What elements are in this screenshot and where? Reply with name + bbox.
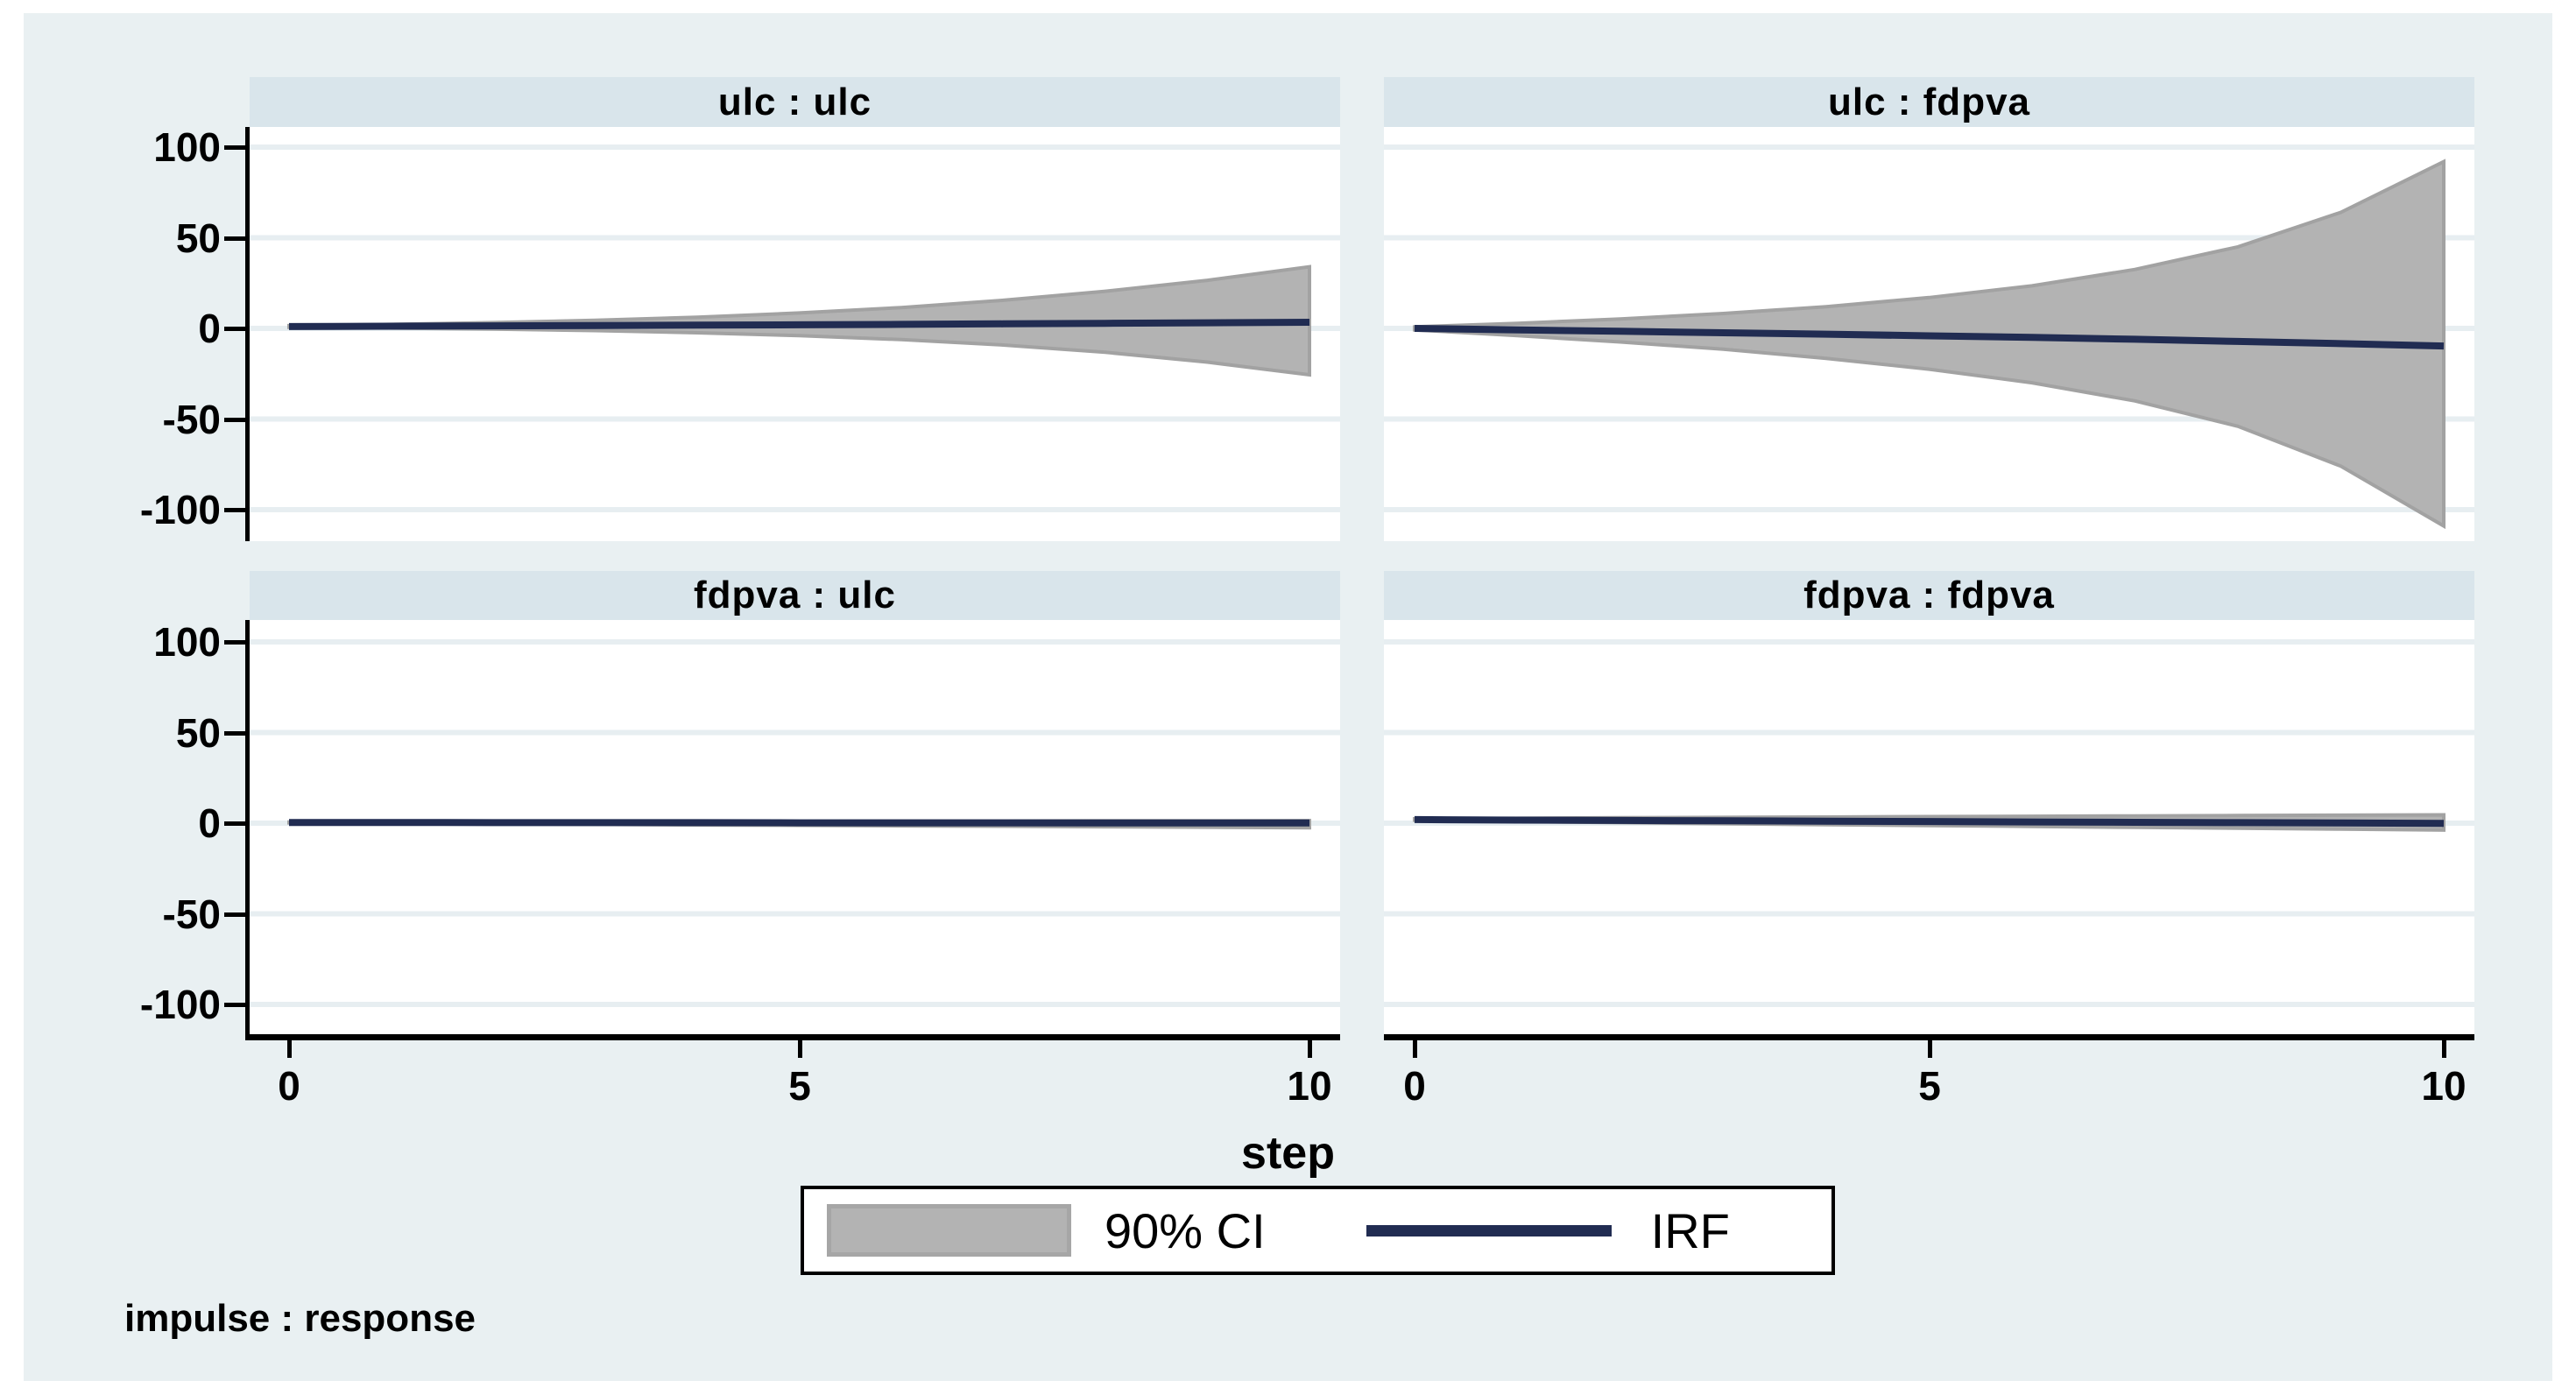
y-axis-line-top-row: [245, 127, 250, 541]
plot-area-ulc-ulc: [250, 127, 1340, 541]
x-tick-label: 0: [1403, 1063, 1426, 1109]
irf-line: [289, 819, 1309, 827]
legend-box: 90% CI IRF: [801, 1186, 1835, 1275]
panel-title-ulc-fdpva: ulc : fdpva: [1827, 80, 2031, 123]
panel-title-band-fdpva-ulc: fdpva : ulc: [250, 571, 1340, 620]
y-tick-mark: [224, 731, 245, 736]
panel-svg: [1384, 144, 2474, 530]
y-tick-mark: [224, 236, 245, 241]
panel-svg: [250, 639, 1340, 1007]
x-tick-mark: [2442, 1040, 2446, 1058]
irf-line: [1414, 325, 2445, 350]
y-tick-label: 100: [153, 619, 221, 665]
x-axis-line-right-panel: [1384, 1034, 2474, 1040]
ci-band: [1413, 159, 2445, 530]
legend-irf-label: IRF: [1650, 1202, 1730, 1258]
x-tick-label: 5: [788, 1063, 811, 1109]
y-tick-label: 100: [153, 124, 221, 170]
legend-ci-label: 90% CI: [1105, 1202, 1266, 1258]
caption-impulse-response: impulse : response: [124, 1297, 476, 1340]
x-tick-label: 10: [2421, 1063, 2467, 1109]
plot-area-fdpva-fdpva: [1384, 620, 2474, 1034]
x-tick-label: 10: [1287, 1063, 1332, 1109]
panel-title-fdpva-fdpva: fdpva : fdpva: [1803, 574, 2055, 616]
panel-title-fdpva-ulc: fdpva : ulc: [693, 574, 897, 616]
panel-svg: [250, 144, 1340, 512]
panel-svg: [1384, 639, 2474, 1007]
y-tick-mark: [224, 821, 245, 826]
y-tick-mark: [224, 418, 245, 422]
irf-line: [288, 319, 1310, 330]
y-tick-label: -100: [139, 982, 221, 1027]
irf-line: [1414, 815, 2445, 828]
x-tick-mark: [798, 1040, 802, 1058]
y-tick-label: -50: [162, 891, 221, 937]
x-tick-mark: [1308, 1040, 1312, 1058]
ci-band: [287, 264, 1311, 377]
y-tick-mark: [224, 912, 245, 917]
x-tick-label: 0: [278, 1063, 300, 1109]
plot-area-ulc-fdpva: [1384, 127, 2474, 541]
y-tick-mark: [224, 640, 245, 645]
x-tick-mark: [1413, 1040, 1417, 1058]
y-tick-label: 0: [198, 306, 221, 351]
x-axis-title: step: [1241, 1128, 1335, 1179]
panel-title-band-ulc-fdpva: ulc : fdpva: [1384, 77, 2474, 127]
x-axis-line-left-panel: [245, 1034, 1340, 1040]
x-tick-mark: [1928, 1040, 1932, 1058]
graph-region: ulc : ulc ulc : fdpva fdpva : ulc fdpva …: [24, 13, 2552, 1381]
y-tick-label: 50: [175, 215, 221, 261]
panel-title-band-fdpva-fdpva: fdpva : fdpva: [1384, 571, 2474, 620]
y-tick-mark: [224, 145, 245, 150]
plot-area-fdpva-ulc: [250, 620, 1340, 1034]
y-axis-line-bottom-row: [245, 620, 250, 1034]
panel-title-band-ulc-ulc: ulc : ulc: [250, 77, 1340, 127]
y-tick-label: 50: [175, 710, 221, 756]
x-tick-label: 5: [1918, 1063, 1941, 1109]
y-tick-mark: [224, 1003, 245, 1007]
y-tick-label: -100: [139, 487, 221, 532]
irf-line-icon: [1366, 1224, 1612, 1236]
x-tick-mark: [287, 1040, 292, 1058]
y-tick-mark: [224, 508, 245, 512]
y-tick-label: 0: [198, 800, 221, 846]
panel-title-ulc-ulc: ulc : ulc: [717, 80, 872, 123]
y-tick-mark: [224, 327, 245, 331]
ci-swatch-icon: [827, 1204, 1071, 1257]
y-tick-label: -50: [162, 397, 221, 442]
